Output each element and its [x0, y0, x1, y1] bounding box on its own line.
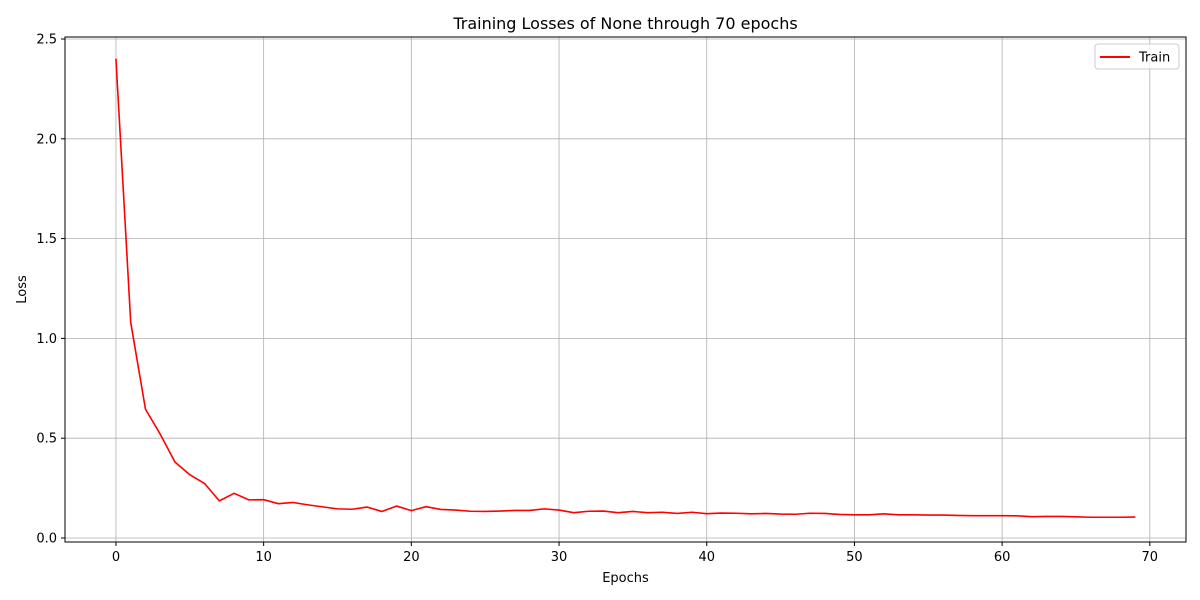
data-point	[469, 510, 472, 512]
data-point	[853, 514, 856, 516]
data-point	[868, 514, 870, 516]
data-point	[351, 508, 353, 510]
data-point	[1001, 515, 1003, 517]
data-point	[1045, 515, 1048, 518]
data-point	[366, 506, 368, 508]
x-tick-label: 0	[112, 550, 120, 565]
data-point	[1090, 516, 1092, 518]
data-point	[484, 510, 486, 513]
data-point	[159, 433, 161, 435]
grid-lines	[65, 37, 1186, 542]
data-point	[779, 513, 782, 515]
data-point	[1075, 516, 1077, 518]
data-point	[440, 508, 442, 511]
x-tick-label: 10	[255, 550, 272, 565]
data-point	[292, 501, 294, 504]
data-point	[1134, 516, 1136, 518]
data-point	[1104, 516, 1107, 518]
y-tick-label: 1.5	[36, 232, 57, 247]
data-point	[883, 513, 885, 515]
data-point	[676, 512, 678, 515]
chart-title: Training Losses of None through 70 epoch…	[452, 14, 797, 33]
data-point	[395, 505, 398, 507]
data-point	[218, 500, 220, 502]
data-point	[307, 504, 309, 506]
data-point	[499, 510, 501, 512]
data-point	[735, 512, 737, 514]
data-point	[706, 513, 708, 515]
axis-ticks: 0 10 20 30 40 50 60 70 0.0 0.5 1.0 1.5 2.0 2.5	[36, 32, 1158, 565]
data-point	[233, 492, 235, 494]
data-point	[971, 515, 974, 517]
y-tick-label: 1.0	[36, 332, 57, 347]
data-point	[144, 408, 147, 410]
data-point	[617, 512, 619, 514]
data-point	[957, 514, 959, 517]
x-tick-label: 40	[698, 550, 715, 565]
data-point	[794, 513, 796, 515]
data-point	[455, 509, 457, 511]
data-point	[336, 508, 339, 510]
legend: Train	[1094, 43, 1180, 70]
data-point	[765, 512, 767, 515]
data-point	[1119, 516, 1121, 518]
x-tick-label: 20	[403, 550, 420, 565]
data-point	[587, 510, 590, 512]
data-point	[174, 461, 176, 463]
x-axis-title: Epochs	[602, 571, 649, 586]
x-tick-label: 70	[1142, 550, 1159, 565]
data-point	[927, 514, 929, 516]
legend-label-train: Train	[1138, 51, 1170, 66]
x-tick-label: 50	[846, 550, 863, 565]
x-tick-label: 60	[994, 550, 1011, 565]
data-point	[528, 509, 531, 512]
data-point	[115, 58, 117, 60]
y-tick-label: 2.0	[36, 132, 57, 147]
data-point	[912, 514, 915, 516]
data-point	[839, 513, 841, 516]
data-point	[647, 512, 649, 514]
data-point	[661, 511, 664, 513]
data-point	[809, 512, 811, 514]
data-point	[1031, 516, 1033, 518]
data-point	[986, 515, 988, 517]
y-axis-title: Loss	[15, 275, 30, 304]
data-point	[277, 503, 280, 505]
data-point	[322, 506, 324, 508]
data-point	[263, 499, 265, 501]
data-point	[514, 509, 516, 512]
data-point	[543, 508, 545, 510]
data-point	[381, 510, 383, 513]
data-point	[558, 509, 560, 511]
data-point	[720, 512, 723, 514]
data-point	[573, 512, 575, 514]
data-point	[1060, 515, 1062, 518]
plot-area-frame	[64, 36, 1187, 543]
x-tick-label: 30	[551, 550, 568, 565]
data-point	[1016, 515, 1018, 517]
y-tick-label: 2.5	[36, 32, 57, 47]
data-point	[189, 474, 191, 476]
data-point	[203, 482, 206, 485]
data-point	[942, 514, 944, 516]
data-point	[632, 510, 634, 513]
y-tick-label: 0.0	[36, 532, 57, 547]
data-point	[691, 511, 693, 513]
legend-box	[1094, 43, 1180, 70]
data-point	[898, 514, 900, 516]
data-point	[824, 512, 826, 515]
data-point	[248, 499, 250, 501]
series-line-train	[115, 58, 1136, 519]
data-point	[130, 321, 132, 324]
data-point	[425, 506, 427, 508]
data-point	[410, 510, 412, 512]
data-point	[602, 510, 604, 512]
plot-series	[115, 58, 1136, 519]
y-tick-label: 0.5	[36, 432, 57, 447]
data-point	[750, 513, 752, 515]
